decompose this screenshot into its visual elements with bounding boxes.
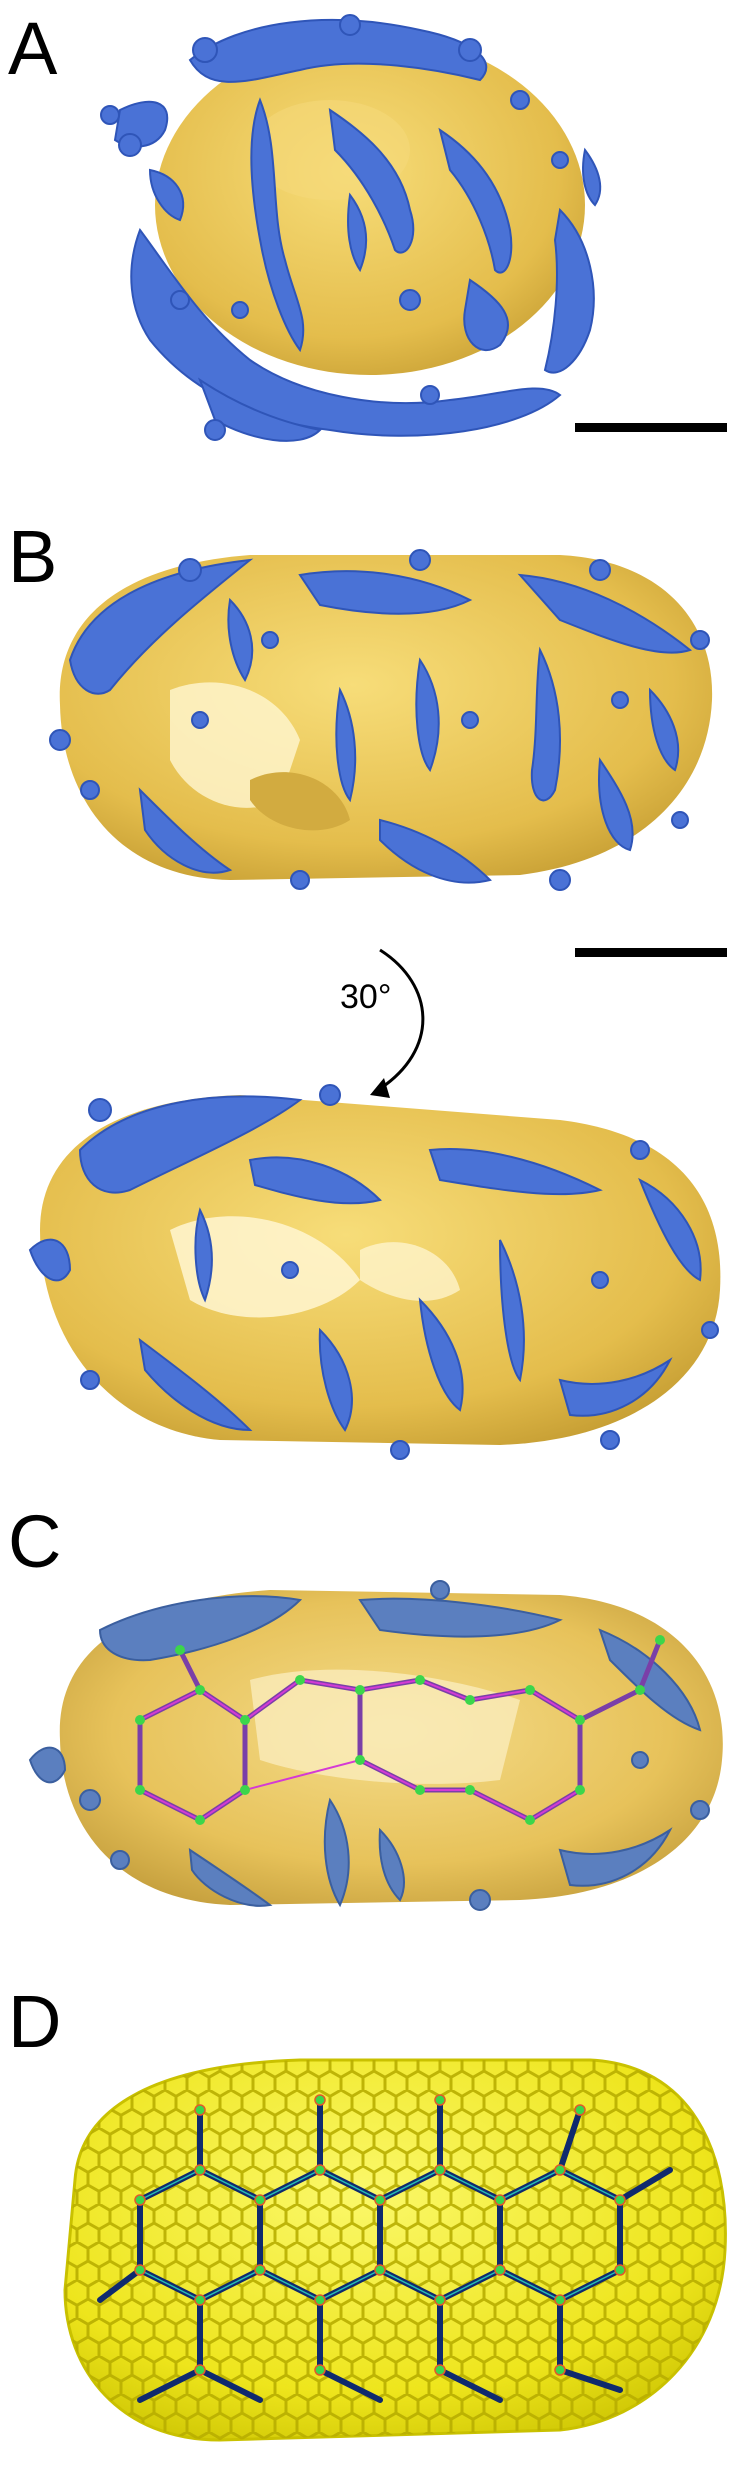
scale-bar-a bbox=[575, 423, 727, 432]
panel-b-density-front bbox=[49, 549, 710, 891]
panel-a-capsid-map bbox=[100, 14, 602, 442]
panel-label-b: B bbox=[8, 515, 58, 598]
panel-d-hexagonal-mesh bbox=[65, 2060, 726, 2440]
rotation-arrow bbox=[377, 948, 425, 1092]
panel-c-fitted-model bbox=[28, 1580, 723, 1911]
panel-d-lattice-model bbox=[63, 2058, 727, 2442]
rotation-angle-label: 30° bbox=[340, 978, 392, 1016]
panel-b-density-rotated bbox=[28, 1084, 719, 1460]
scale-bar-b bbox=[575, 948, 727, 957]
panel-c-lattice-overlay bbox=[135, 1635, 665, 1825]
panel-b-capsid-map-front bbox=[49, 549, 713, 891]
rotation-arrowhead bbox=[370, 1078, 390, 1098]
panel-c-density bbox=[28, 1580, 710, 1911]
panel-b-capsid-map-rotated bbox=[28, 1084, 721, 1460]
panel-a-core bbox=[155, 35, 585, 375]
panel-d-hexamer-network bbox=[97, 2094, 673, 2403]
panel-label-c: C bbox=[8, 1500, 62, 1583]
panel-a-density bbox=[100, 14, 602, 442]
panel-label-d: D bbox=[8, 1980, 62, 2063]
panel-label-a: A bbox=[8, 7, 58, 90]
